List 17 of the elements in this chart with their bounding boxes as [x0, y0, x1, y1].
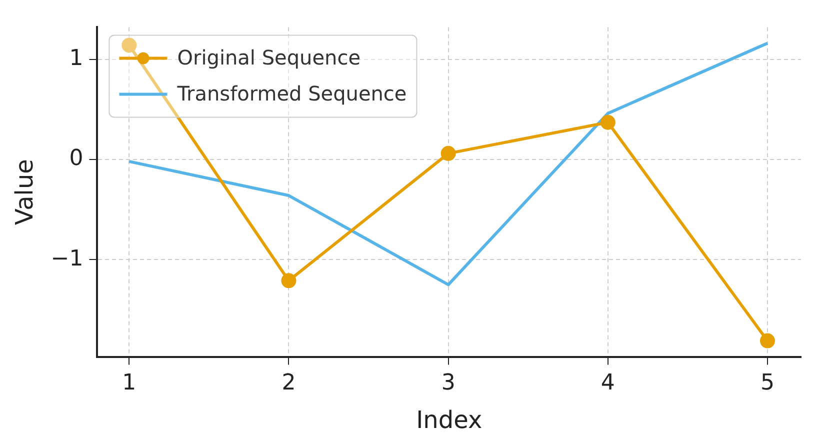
y-tick-label: 1 [69, 46, 84, 71]
y-tick-label: −1 [50, 246, 84, 272]
point [760, 333, 775, 348]
point [600, 114, 616, 130]
x-tick-label: 4 [600, 370, 615, 396]
legend-label: Original Sequence [177, 45, 361, 70]
point [440, 146, 456, 161]
x-tick-label: 1 [122, 370, 136, 396]
x-tick-label: 3 [441, 370, 456, 396]
x-axis-title: Index [416, 406, 482, 434]
x-tick-label: 5 [760, 370, 774, 396]
point [281, 273, 296, 288]
x-tick-label: 2 [282, 370, 296, 396]
y-axis-title: Value [10, 159, 39, 225]
point [122, 38, 137, 53]
legend-label: Transformed Sequence [176, 81, 407, 106]
y-tick-label: 0 [69, 146, 84, 172]
